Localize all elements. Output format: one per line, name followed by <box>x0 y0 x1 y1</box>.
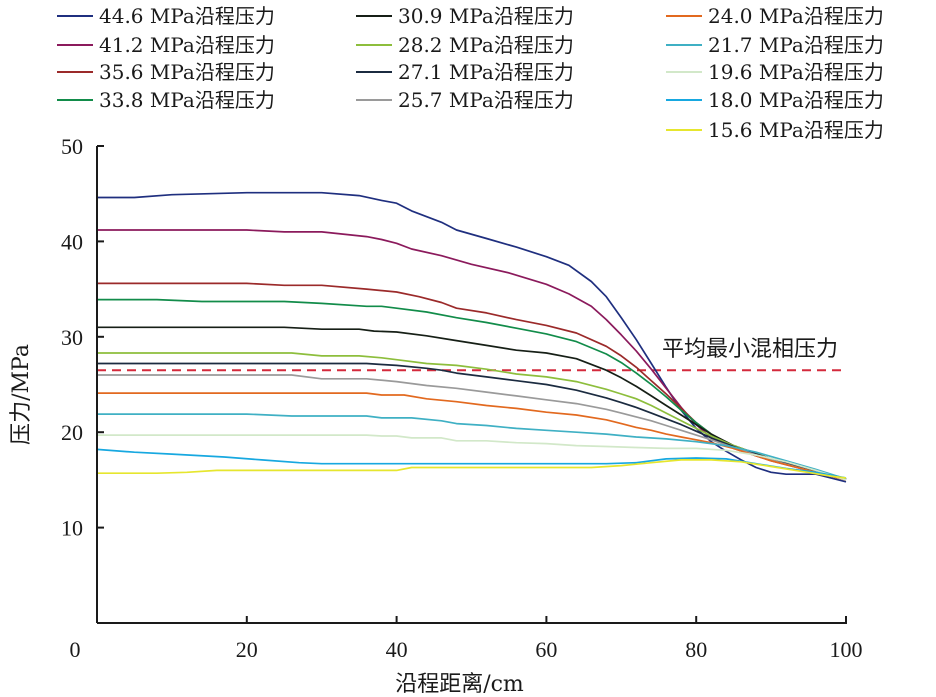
x-tick-label: 60 <box>535 637 557 662</box>
series-line-7 <box>97 374 847 481</box>
x-tick-label: 40 <box>386 637 408 662</box>
y-tick-label: 30 <box>61 325 83 350</box>
series-line-4 <box>97 326 847 480</box>
x-tick-label: 100 <box>830 637 863 662</box>
y-tick-label: 20 <box>61 420 83 445</box>
series-line-2 <box>97 282 847 480</box>
legend-label: 41.2 MPa沿程压力 <box>99 33 275 57</box>
legend-label: 30.9 MPa沿程压力 <box>398 4 574 28</box>
legend-label: 19.6 MPa沿程压力 <box>708 60 884 84</box>
y-axis-title: 压力/MPa <box>9 344 34 445</box>
series-layer <box>96 191 847 483</box>
legend-label: 15.6 MPa沿程压力 <box>708 118 884 142</box>
x-axis-title: 沿程距离/cm <box>395 672 524 697</box>
series-line-5 <box>97 352 847 480</box>
legend-label: 18.0 MPa沿程压力 <box>708 88 884 112</box>
series-line-10 <box>97 434 847 481</box>
legend: 44.6 MPa沿程压力 41.2 MPa沿程压力 35.6 MPa沿程压力 33.8… <box>57 4 884 142</box>
legend-label: 25.7 MPa沿程压力 <box>398 88 574 112</box>
legend-label: 28.2 MPa沿程压力 <box>398 33 574 57</box>
reference-line-label: 平均最小混相压力 <box>662 337 838 362</box>
legend-label: 33.8 MPa沿程压力 <box>99 88 275 112</box>
x-tick-label: 80 <box>685 637 707 662</box>
x-tick-label: 0 <box>70 637 81 662</box>
legend-label: 35.6 MPa沿程压力 <box>99 60 275 84</box>
series-line-12 <box>97 459 847 479</box>
legend-label: 44.6 MPa沿程压力 <box>99 4 275 28</box>
y-tick-label: 10 <box>61 516 83 541</box>
ticks: 0 20 40 60 80 100 10 20 30 40 50 <box>61 134 863 662</box>
x-tick-label: 20 <box>236 637 258 662</box>
y-tick-label: 40 <box>61 229 83 254</box>
series-line-9 <box>97 413 847 480</box>
series-line-8 <box>97 392 847 481</box>
y-tick-label: 50 <box>61 134 83 159</box>
series-line-11 <box>96 448 847 479</box>
legend-label: 21.7 MPa沿程压力 <box>708 33 884 57</box>
legend-label: 24.0 MPa沿程压力 <box>708 4 884 28</box>
axes <box>96 146 847 624</box>
legend-label: 27.1 MPa沿程压力 <box>398 60 574 84</box>
series-line-0 <box>97 191 847 483</box>
series-line-6 <box>97 362 847 480</box>
